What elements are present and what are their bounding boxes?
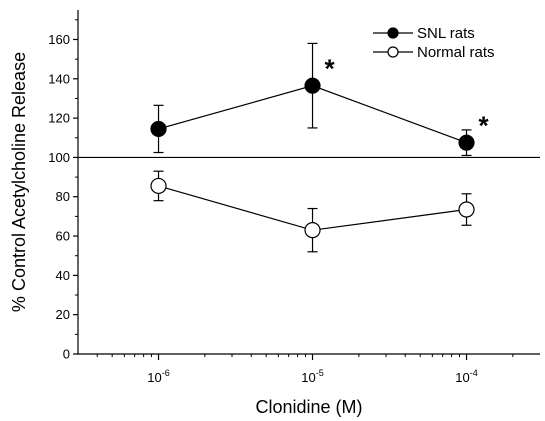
y-tick-label: 160 (48, 32, 70, 47)
x-tick-label: 10-4 (455, 368, 477, 385)
significance-marker: * (479, 111, 490, 141)
series-normal-rats (150, 170, 475, 253)
y-tick-label: 0 (63, 347, 70, 362)
y-tick-label: 40 (56, 268, 70, 283)
legend-label: Normal rats (417, 44, 495, 61)
data-point (150, 120, 167, 138)
legend-label: SNL rats (417, 25, 475, 42)
data-point (150, 177, 167, 195)
x-tick-label: 10-6 (147, 368, 169, 385)
y-tick-label: 20 (56, 307, 70, 322)
y-tick-label: 120 (48, 111, 70, 126)
y-tick-label: 60 (56, 229, 70, 244)
legend-marker (387, 27, 399, 39)
data-point (304, 77, 321, 94)
significance-marker: * (325, 54, 336, 84)
data-point (458, 134, 475, 151)
x-tick-label: 10-5 (301, 368, 323, 385)
data-point (304, 222, 321, 239)
y-tick-label: 80 (56, 189, 70, 204)
y-tick-label: 140 (48, 71, 70, 86)
series-snl-rats: ** (150, 42, 490, 157)
data-point (458, 201, 475, 218)
legend-item: Normal rats (373, 44, 495, 61)
axes: 0 20 40 60 80 100 120 140 160 10-6 10-5 10-4 (48, 10, 540, 385)
y-axis-title: % Control Acetylcholine Release (9, 52, 29, 312)
series-layer: ** (150, 42, 490, 253)
legend-marker (387, 46, 399, 58)
legend: SNL rats Normal rats (373, 25, 495, 61)
legend-item: SNL rats (373, 25, 475, 42)
y-tick-label: 100 (48, 150, 70, 165)
x-axis-title: Clonidine (M) (255, 397, 362, 417)
